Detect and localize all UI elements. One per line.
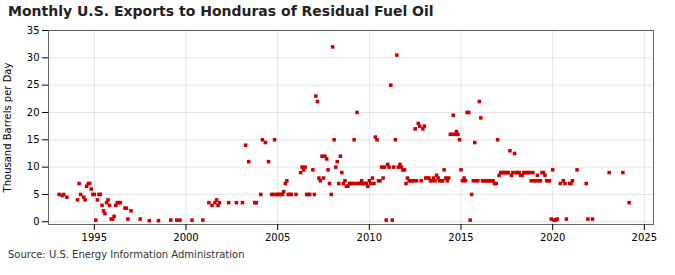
svg-text:5: 5 <box>33 189 39 200</box>
html-text:Source: U.S. Energy Informatio: Source: U.S. Energy Information Administ… <box>8 249 245 260</box>
svg-text:2005: 2005 <box>265 232 290 243</box>
svg-text:2000: 2000 <box>173 232 198 243</box>
svg-text:2025: 2025 <box>632 232 657 243</box>
svg-text:1995: 1995 <box>82 232 107 243</box>
svg-text:2020: 2020 <box>540 232 565 243</box>
svg-text:2015: 2015 <box>448 232 473 243</box>
svg-text:2010: 2010 <box>357 232 382 243</box>
svg-text:Thousand Barrels per Day: Thousand Barrels per Day <box>2 63 13 194</box>
svg-text:0: 0 <box>33 216 39 227</box>
svg-text:30: 30 <box>27 52 40 63</box>
svg-text:20: 20 <box>27 107 40 118</box>
svg-text:15: 15 <box>27 134 40 145</box>
svg-text:35: 35 <box>27 25 40 36</box>
svg-text:25: 25 <box>27 79 40 90</box>
html-text:Monthly U.S. Exports to Hondur: Monthly U.S. Exports to Honduras of Resi… <box>8 3 434 19</box>
svg-text:10: 10 <box>27 161 40 172</box>
